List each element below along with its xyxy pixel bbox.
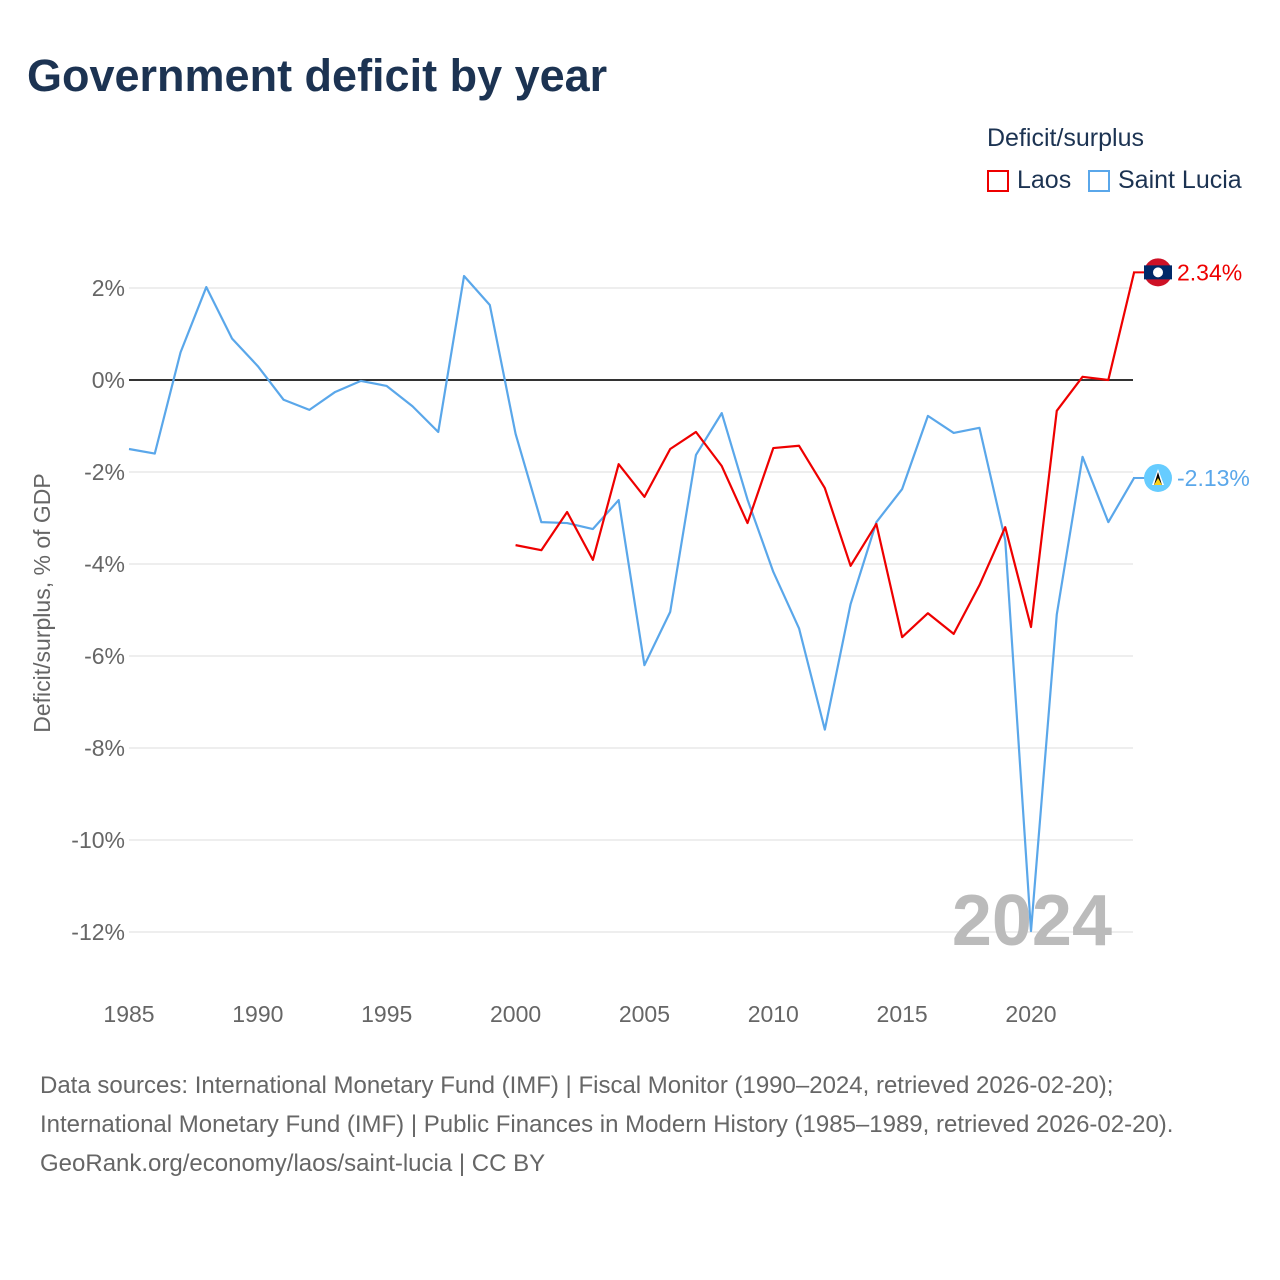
data-point <box>745 497 751 503</box>
data-point <box>616 497 622 503</box>
data-point <box>1105 519 1111 525</box>
data-point <box>667 609 673 615</box>
flag-triangle <box>1154 477 1162 485</box>
data-point <box>925 413 931 419</box>
data-point <box>409 403 415 409</box>
data-point <box>1054 408 1060 414</box>
y-tick-label: -12% <box>71 919 125 945</box>
data-point <box>126 446 132 452</box>
y-tick-label: -6% <box>84 643 125 669</box>
data-point <box>796 443 802 449</box>
data-point <box>641 494 647 500</box>
data-point <box>435 429 441 435</box>
legend-item-laos[interactable]: Laos <box>987 166 1071 195</box>
data-sources: Data sources: International Monetary Fun… <box>40 1072 1174 1138</box>
legend-title: Deficit/surplus <box>987 124 1144 152</box>
data-point <box>848 601 854 607</box>
data-point <box>1002 524 1008 530</box>
x-tick-label: 1995 <box>361 1001 412 1027</box>
y-tick-label: 2% <box>92 275 125 301</box>
data-point <box>203 284 209 290</box>
data-point <box>719 463 725 469</box>
data-point <box>384 383 390 389</box>
y-tick-label: -8% <box>84 735 125 761</box>
y-tick-label: -4% <box>84 551 125 577</box>
x-tick-label: 1985 <box>103 1001 154 1027</box>
x-tick-label: 2005 <box>619 1001 670 1027</box>
data-point <box>1105 377 1111 383</box>
x-tick-label: 2010 <box>748 1001 799 1027</box>
data-point <box>487 302 493 308</box>
data-point <box>255 363 261 369</box>
data-point <box>590 526 596 532</box>
data-point <box>590 557 596 563</box>
data-point <box>693 429 699 435</box>
y-axis-label: Deficit/surplus, % of GDP <box>29 473 55 732</box>
data-point <box>332 389 338 395</box>
x-tick-label: 1990 <box>232 1001 283 1027</box>
x-tick-label: 2020 <box>1005 1001 1056 1027</box>
data-point <box>667 446 673 452</box>
end-value-label: 2.34% <box>1177 259 1242 285</box>
data-point <box>564 509 570 515</box>
y-tick-label: -2% <box>84 459 125 485</box>
data-point <box>899 486 905 492</box>
data-point <box>281 397 287 403</box>
data-point <box>693 452 699 458</box>
data-point <box>358 378 364 384</box>
flag-disc <box>1153 267 1163 278</box>
data-point <box>951 631 957 637</box>
legend-swatch <box>987 169 1009 192</box>
legend-swatch <box>1088 169 1110 192</box>
chart-plot: 2% 0% -2% -4% -6% -8% -10% -12% 1985 1990 1995 2000… <box>29 258 1250 1027</box>
data-point <box>616 461 622 467</box>
data-point <box>848 563 854 569</box>
data-point <box>513 431 519 437</box>
data-point <box>719 410 725 416</box>
y-tick-label: 0% <box>92 367 125 393</box>
data-point <box>641 662 647 668</box>
data-point <box>976 425 982 431</box>
data-point <box>564 520 570 526</box>
legend-item-saint-lucia[interactable]: Saint Lucia <box>1088 166 1242 195</box>
x-tick-label: 2000 <box>490 1001 541 1027</box>
data-point <box>796 625 802 631</box>
credit-link[interactable]: GeoRank.org/economy/laos/saint-lucia | C… <box>40 1150 546 1177</box>
end-value-label: -2.13% <box>1177 465 1250 491</box>
data-point <box>951 430 957 436</box>
legend-label: Saint Lucia <box>1118 166 1242 194</box>
data-point <box>925 610 931 616</box>
data-point <box>770 445 776 451</box>
data-point <box>229 336 235 342</box>
chart-title: Government deficit by year <box>27 50 608 101</box>
footer: Data sources: International Monetary Fun… <box>40 1066 1240 1183</box>
data-point <box>976 582 982 588</box>
data-point <box>1080 454 1086 460</box>
data-point <box>899 634 905 640</box>
data-point <box>306 407 312 413</box>
series-line-saint-lucia <box>128 274 1136 933</box>
x-tick-label: 2015 <box>877 1001 928 1027</box>
data-point <box>538 547 544 553</box>
y-tick-label: -10% <box>71 827 125 853</box>
series-line-laos <box>515 272 1136 639</box>
data-point <box>152 451 158 457</box>
data-point <box>1028 624 1034 630</box>
data-point <box>1080 374 1086 380</box>
data-point <box>873 521 879 527</box>
data-point <box>822 485 828 491</box>
data-point <box>1028 928 1034 934</box>
data-point <box>745 520 751 526</box>
data-point <box>770 569 776 575</box>
legend-label: Laos <box>1017 166 1072 194</box>
data-point <box>178 349 184 355</box>
data-point <box>461 273 467 279</box>
data-point <box>538 519 544 525</box>
data-point <box>513 542 519 548</box>
data-point <box>1054 612 1060 618</box>
data-point <box>822 727 828 733</box>
